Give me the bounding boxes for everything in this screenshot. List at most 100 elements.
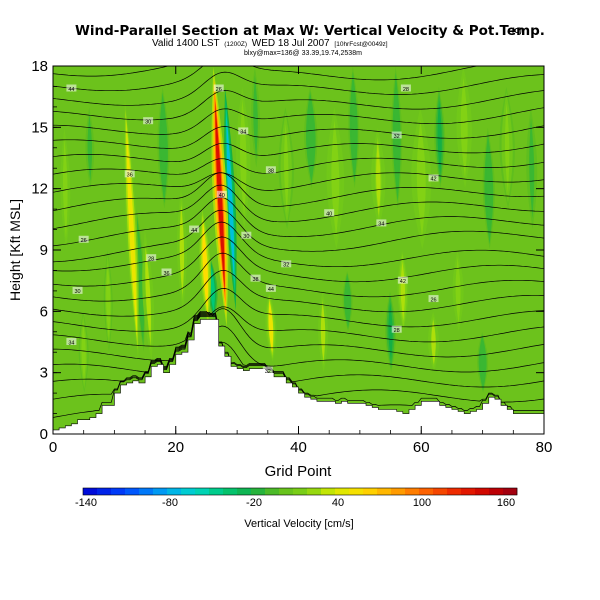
isentrope-line bbox=[53, 184, 544, 230]
velocity-contour-band bbox=[179, 205, 185, 295]
colorbar-swatch bbox=[153, 488, 168, 495]
contour-label: 44 bbox=[191, 228, 197, 234]
colorbar-swatch bbox=[139, 488, 154, 495]
contour-label: 34 bbox=[68, 340, 74, 346]
updraft-core bbox=[60, 127, 71, 250]
velocity-contour-band bbox=[486, 143, 491, 234]
velocity-contour-band bbox=[87, 117, 92, 178]
velocity-contour-band bbox=[376, 141, 381, 216]
contour-labels: 44 30 26 34 28 32 36 38 40 42 44 30 26 34 28 32 36 38 40 42… bbox=[66, 84, 439, 375]
contour-label: 34 bbox=[240, 130, 246, 136]
colorbar-swatch bbox=[335, 488, 350, 495]
downdraft-core bbox=[224, 87, 237, 311]
contour-label: 40 bbox=[326, 212, 332, 218]
velocity-contour-band bbox=[161, 103, 166, 193]
x-tick-label: 60 bbox=[413, 439, 430, 456]
velocity-contour-band bbox=[284, 123, 289, 213]
velocity-contour-band bbox=[351, 82, 356, 173]
isentrope-line bbox=[53, 71, 544, 106]
colorbar-swatch bbox=[223, 488, 238, 495]
isentrope-line bbox=[53, 125, 544, 149]
contour-label-background bbox=[324, 209, 335, 217]
contour-label-background bbox=[241, 231, 252, 239]
x-tick-label: 40 bbox=[290, 439, 307, 456]
isentrope-line bbox=[53, 252, 544, 302]
contour-label: 28 bbox=[394, 328, 400, 334]
contour-label-background bbox=[376, 219, 387, 227]
colorbar-tick-label: 160 bbox=[497, 497, 515, 509]
isentrope-line bbox=[53, 90, 544, 121]
y-tick-label: 18 bbox=[31, 58, 48, 75]
contour-label: 28 bbox=[403, 87, 409, 93]
colorbar-swatch bbox=[265, 488, 280, 495]
colorbar-swatch bbox=[405, 488, 420, 495]
isentrope-line bbox=[53, 142, 544, 163]
x-axis-label: Grid Point bbox=[265, 463, 333, 480]
downdraft-core bbox=[304, 86, 318, 189]
velocity-contour-band bbox=[253, 79, 258, 155]
isentrope-line bbox=[53, 306, 544, 347]
isentrope-line bbox=[53, 209, 544, 263]
colorbar-swatch bbox=[167, 488, 182, 495]
velocity-contour-band bbox=[455, 261, 461, 321]
contour-label-background bbox=[143, 117, 154, 125]
chart-title: Wind-Parallel Section at Max W: Vertical… bbox=[75, 23, 545, 39]
velocity-contour-band bbox=[529, 123, 534, 213]
y-tick-label: 0 bbox=[40, 426, 48, 443]
contour-label-background bbox=[400, 84, 411, 92]
velocity-contour-band bbox=[345, 278, 350, 324]
updraft-core bbox=[236, 87, 251, 229]
downdraft-core bbox=[348, 66, 360, 189]
colorbar-swatch bbox=[363, 488, 378, 495]
velocity-contour-band bbox=[437, 100, 442, 175]
contour-label: 42 bbox=[400, 279, 406, 285]
velocity-contour-band bbox=[419, 126, 424, 231]
contour-label: 32 bbox=[283, 263, 289, 269]
plot-area: 44 30 26 34 28 32 36 38 40 42 44 30 26 34 28 32 36 38 40 42… bbox=[52, 65, 545, 435]
colorbar-swatch bbox=[251, 488, 266, 495]
updraft-core bbox=[456, 66, 472, 189]
contour-label: 26 bbox=[430, 297, 436, 303]
colorbar-swatch bbox=[111, 488, 126, 495]
updraft-core bbox=[371, 127, 386, 230]
isentrope-line bbox=[53, 308, 544, 361]
velocity-contour-band bbox=[210, 268, 215, 312]
colorbar-swatch bbox=[195, 488, 210, 495]
colorbar-swatch bbox=[125, 488, 140, 495]
isentrope-line bbox=[53, 270, 544, 317]
contour-label: 42 bbox=[430, 177, 436, 183]
contour-label-background bbox=[213, 84, 224, 92]
downdraft-core bbox=[477, 332, 489, 393]
isentrope-line bbox=[53, 288, 544, 332]
colorbar-swatch bbox=[97, 488, 112, 495]
contour-label-background bbox=[238, 127, 249, 135]
contour-label: 30 bbox=[145, 120, 151, 126]
contour-label: 36 bbox=[163, 271, 169, 277]
contour-label: 36 bbox=[127, 173, 133, 179]
chart-subtitle: Valid 1400 LST (1200Z) WED 18 Jul 2007 [… bbox=[152, 38, 388, 49]
velocity-field bbox=[60, 66, 538, 393]
updraft-core bbox=[411, 107, 432, 250]
contour-label-background bbox=[78, 235, 89, 243]
velocity-contour-band bbox=[226, 116, 235, 281]
colorbar-swatch bbox=[475, 488, 490, 495]
updraft-core bbox=[452, 250, 464, 332]
downdraft-core bbox=[526, 107, 538, 230]
colorbar-swatch bbox=[447, 488, 462, 495]
y-tick-label: 6 bbox=[40, 303, 48, 320]
velocity-contour-band bbox=[145, 247, 151, 345]
colorbar-swatch bbox=[503, 488, 518, 495]
updraft-core bbox=[176, 189, 187, 311]
downdraft-core bbox=[342, 270, 353, 332]
colorbar-tick-label: 40 bbox=[332, 497, 344, 509]
contour-label-background bbox=[262, 366, 273, 374]
colorbar-swatch bbox=[307, 488, 322, 495]
contour-label: 30 bbox=[74, 289, 80, 295]
velocity-contour-band bbox=[480, 340, 485, 385]
downdraft-core bbox=[251, 66, 260, 168]
updraft-core bbox=[318, 291, 328, 373]
isentrope-line bbox=[53, 172, 544, 212]
x-axis: 0 20 40 60 80 bbox=[49, 66, 552, 456]
colorbar-label: Vertical Velocity [cm/s] bbox=[244, 518, 353, 530]
